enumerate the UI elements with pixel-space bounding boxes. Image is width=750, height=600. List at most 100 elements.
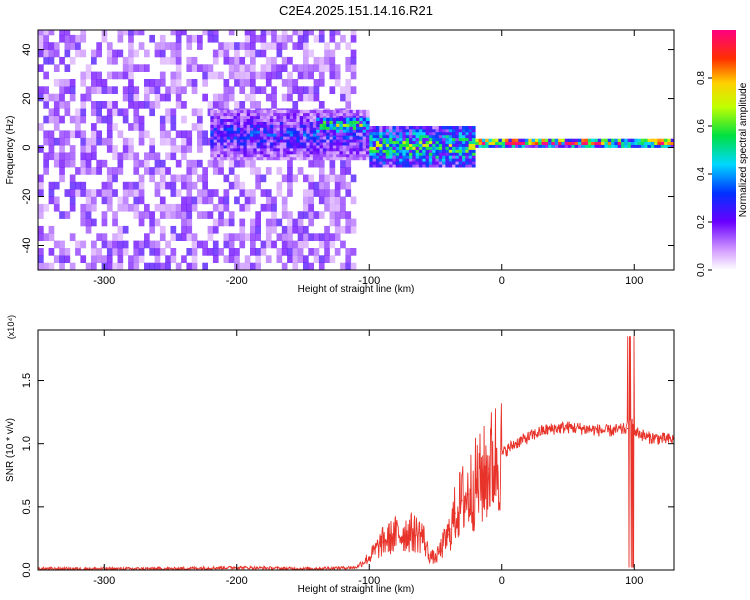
spectrogram-cell	[329, 203, 336, 212]
spectrogram-cell	[230, 139, 234, 143]
spectrogram-cell	[228, 211, 235, 219]
spectrogram-cell	[435, 134, 440, 139]
spectrogram-cell	[627, 141, 632, 145]
spectrogram-cell	[329, 189, 336, 197]
spectrogram-cell	[511, 144, 516, 148]
spectrogram-cell	[318, 174, 325, 183]
spectrogram-cell	[445, 131, 450, 136]
spectrogram-cell	[181, 218, 187, 227]
spectrogram-cell	[181, 30, 187, 36]
spectrogram-cell	[412, 126, 416, 130]
spectrogram-cell	[216, 148, 221, 152]
spectrogram-cell	[122, 145, 129, 153]
spectrogram-cell	[346, 126, 350, 130]
spectrogram-cell	[415, 140, 420, 144]
spectrogram-cell	[308, 174, 314, 183]
spectrogram-cell	[112, 211, 118, 219]
spectrogram-cell	[259, 145, 264, 149]
spectrogram-cell	[445, 161, 450, 165]
spectrogram-cell	[230, 151, 234, 155]
spectrogram-cell	[286, 121, 291, 125]
spectrogram-cell	[296, 153, 301, 158]
spectrogram-cell	[531, 138, 536, 142]
spectrogram-cell	[318, 101, 325, 109]
spectrogram-cell	[334, 181, 341, 190]
spectrogram-cell	[236, 145, 241, 149]
spectrogram-cell	[91, 240, 97, 249]
spectrogram-cell	[218, 93, 224, 102]
spectrogram-cell	[442, 126, 446, 130]
spectrogram-cell	[69, 159, 76, 168]
spectrogram-cell	[259, 151, 264, 155]
spectrogram-cell	[495, 138, 499, 142]
spectrogram-cell	[266, 148, 271, 152]
spectrogram-cell	[218, 211, 224, 219]
spectrogram-cell	[359, 132, 363, 136]
spectrogram-cell	[372, 126, 377, 130]
spectrogram-cell	[226, 115, 231, 119]
spectrogram-cell	[263, 118, 267, 122]
spectrogram-cell	[202, 181, 208, 190]
spectrogram-cell	[326, 156, 330, 161]
spectrogram-cell	[349, 142, 354, 146]
spectrogram-cell	[271, 30, 277, 36]
spectrogram-cell	[352, 156, 357, 161]
spectrogram-cell	[91, 255, 97, 263]
spectrogram-cell	[240, 142, 244, 146]
spectrogram-cell	[259, 118, 264, 122]
spectrogram-cell	[356, 139, 360, 143]
spectrogram-cell	[297, 225, 304, 234]
spectrogram-cell	[246, 151, 251, 155]
spectrogram-cell	[133, 93, 140, 102]
spectrogram-cell	[287, 34, 293, 43]
spectrogram-cell	[339, 153, 344, 158]
spectrogram-cell	[269, 133, 274, 137]
spectrogram-cell	[181, 174, 187, 183]
spectrogram-cell	[255, 218, 261, 227]
spectrogram-cell	[345, 79, 352, 87]
spectrogram-cell	[458, 152, 463, 156]
spectrogram-cell	[402, 140, 407, 144]
spectrogram-cell	[287, 233, 293, 241]
colorbar: 0.00.20.40.60.8 Normalized spectral ampl…	[696, 30, 749, 277]
spectrogram-cell	[59, 101, 65, 109]
spectrogram-cell	[96, 71, 102, 80]
spectrogram-cell	[319, 112, 324, 117]
spectrogram-cell	[455, 161, 460, 165]
spectrogram-cell	[281, 79, 288, 87]
spectrogram-cell	[352, 136, 357, 140]
spectrogram-cell	[69, 42, 76, 50]
spectrogram-cell	[265, 64, 272, 72]
spectrogram-cell	[352, 123, 357, 127]
spectrogram-cell	[342, 112, 347, 117]
spectrogram-cell	[128, 189, 134, 197]
spectrogram-cell	[392, 143, 397, 147]
spectrogram-cell	[239, 203, 246, 212]
spectrogram-cell	[422, 155, 426, 159]
spectrogram-cell	[309, 145, 314, 149]
spectrogram-cell	[418, 152, 423, 156]
spectrogram-cell	[458, 140, 463, 144]
spectrogram-cell	[611, 141, 615, 145]
spectrogram-cell	[405, 137, 410, 142]
spectrogram-cell	[324, 56, 330, 65]
spectrogram-cell	[283, 133, 287, 137]
spectrogram-cell	[488, 138, 493, 142]
spectrogram-cell	[223, 133, 228, 137]
spectrogram-cell	[64, 211, 71, 219]
spectrogram-cell	[296, 151, 301, 155]
spectrogram-cell	[240, 148, 244, 152]
spectrogram-cell	[265, 218, 272, 227]
spectrogram-cell	[53, 93, 60, 102]
spectrogram-cell	[465, 140, 469, 144]
spectrogram-cell	[389, 155, 393, 159]
spectrogram-cell	[399, 131, 403, 136]
spectrogram-cell	[442, 137, 446, 142]
spectrogram-cell	[293, 112, 297, 117]
spectrogram-cell	[283, 153, 287, 158]
spectrogram-cell	[349, 136, 354, 140]
spectrogram-cell	[246, 136, 251, 140]
spectrogram-cell	[266, 136, 271, 140]
spectrogram-cell	[349, 153, 354, 158]
spectrogram-cell	[528, 141, 532, 145]
